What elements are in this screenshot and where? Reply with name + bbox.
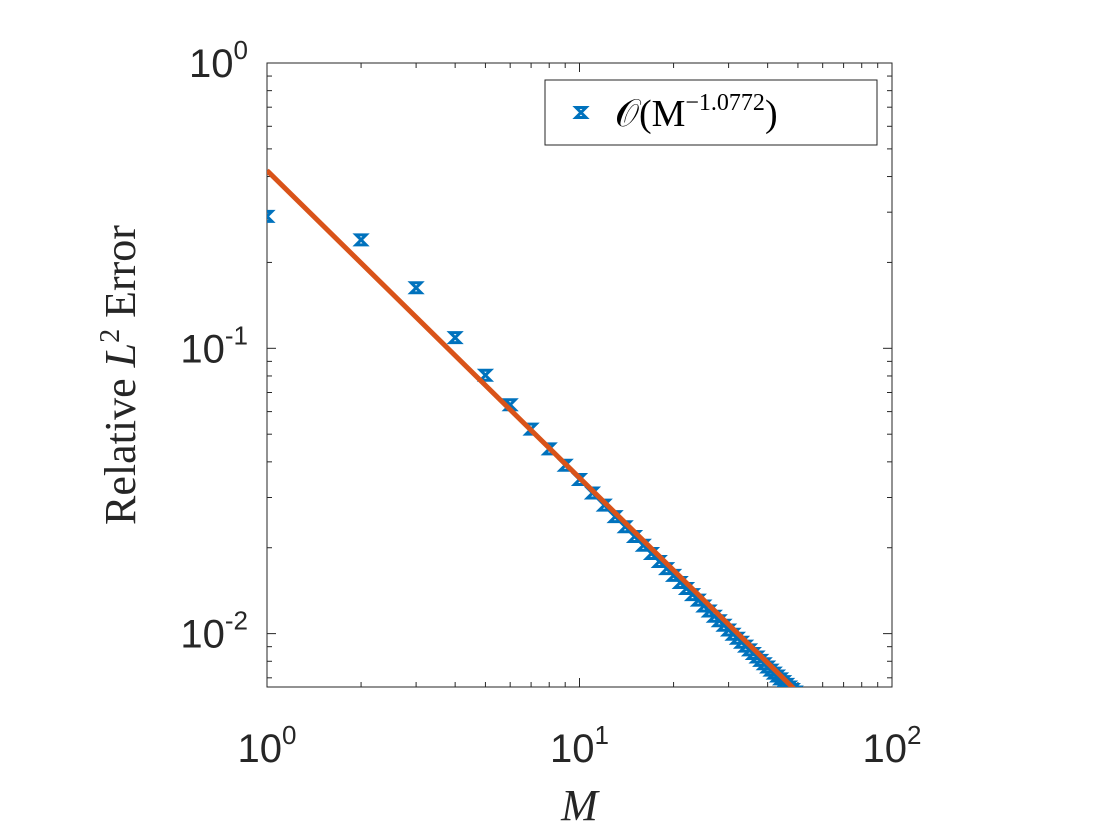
y-tick-label: 10-2 <box>180 606 248 657</box>
series-layer <box>267 168 804 687</box>
x-axis-label: M <box>560 781 600 830</box>
x-tick-label: 100 <box>238 720 297 771</box>
axis-labels: M Relative L2 Error <box>95 225 600 830</box>
legend-marker <box>572 106 590 119</box>
x-tick-label: 101 <box>550 720 609 771</box>
data-point <box>501 398 519 412</box>
y-tick-label: 100 <box>189 35 248 86</box>
data-point <box>407 281 425 295</box>
data-point <box>783 683 802 687</box>
data-point <box>780 680 799 687</box>
data-point <box>267 209 276 223</box>
y-axis-label: Relative L2 Error <box>95 225 145 525</box>
x-tick-label: 102 <box>863 720 922 771</box>
axes: 100 101 102 10-2 10-1 100 <box>180 35 921 771</box>
legend: 𝒪(M−1.0772) <box>544 79 878 146</box>
data-point <box>352 233 370 247</box>
fit-line <box>267 168 796 687</box>
data-point <box>446 331 464 345</box>
y-tick-label: 10-1 <box>180 320 248 371</box>
legend-box <box>544 79 878 146</box>
legend-label: 𝒪(M−1.0772) <box>615 90 778 135</box>
